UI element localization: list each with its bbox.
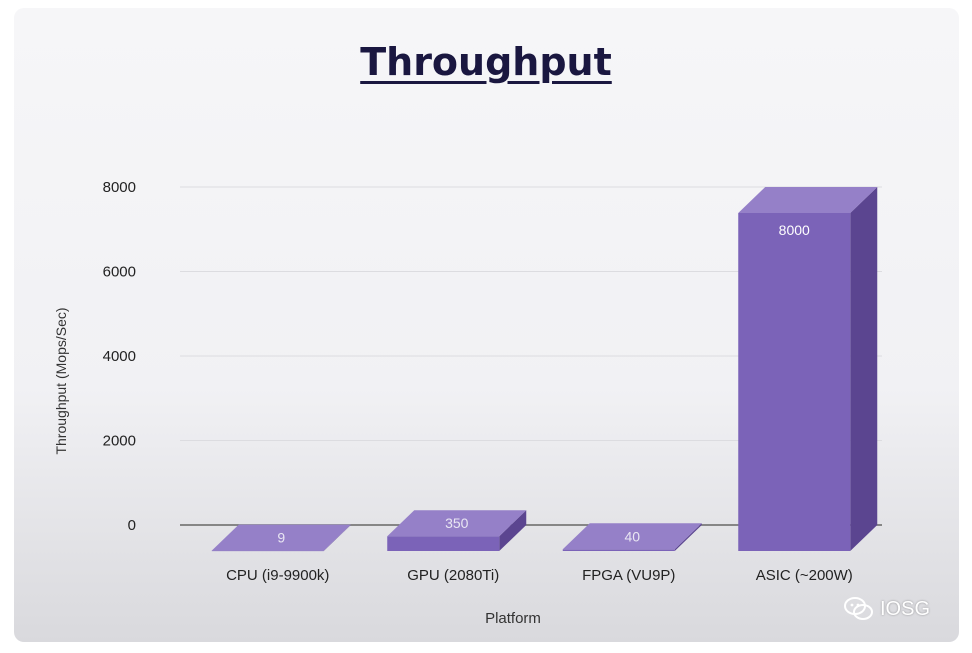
y-tick-label: 2000 [103,433,136,450]
watermark: IOSG [844,596,930,622]
bar [562,549,675,551]
bar-top [387,510,527,537]
x-tick-label: FPGA (VU9P) [582,567,675,584]
bar-side [323,524,351,551]
bar [738,213,851,551]
data-label: 8000 [779,222,810,238]
bar-side [499,510,527,551]
wechat-icon [844,597,873,620]
y-tick-label: 6000 [103,264,136,281]
bar-top [211,524,351,551]
watermark-text: IOSG [880,597,931,620]
data-label: 40 [624,528,640,544]
y-axis-title: Throughput (Mops/Sec) [53,307,69,454]
chart-title: Throughput [360,40,612,84]
x-tick-label: ASIC (~200W) [756,567,853,584]
x-axis-title: Platform [485,610,541,627]
bar [211,550,324,552]
bar-top [562,523,702,550]
y-tick-label: 8000 [103,179,136,196]
data-label: 350 [445,515,469,531]
bar-side [674,523,702,551]
bar [387,536,500,551]
x-tick-label: CPU (i9-9900k) [226,567,329,584]
data-label: 9 [277,530,285,546]
y-tick-label: 4000 [103,348,136,365]
x-tick-label: GPU (2080Ti) [407,567,499,584]
bar-side [850,187,878,551]
y-tick-label: 0 [128,517,136,534]
bar-top [738,187,878,213]
